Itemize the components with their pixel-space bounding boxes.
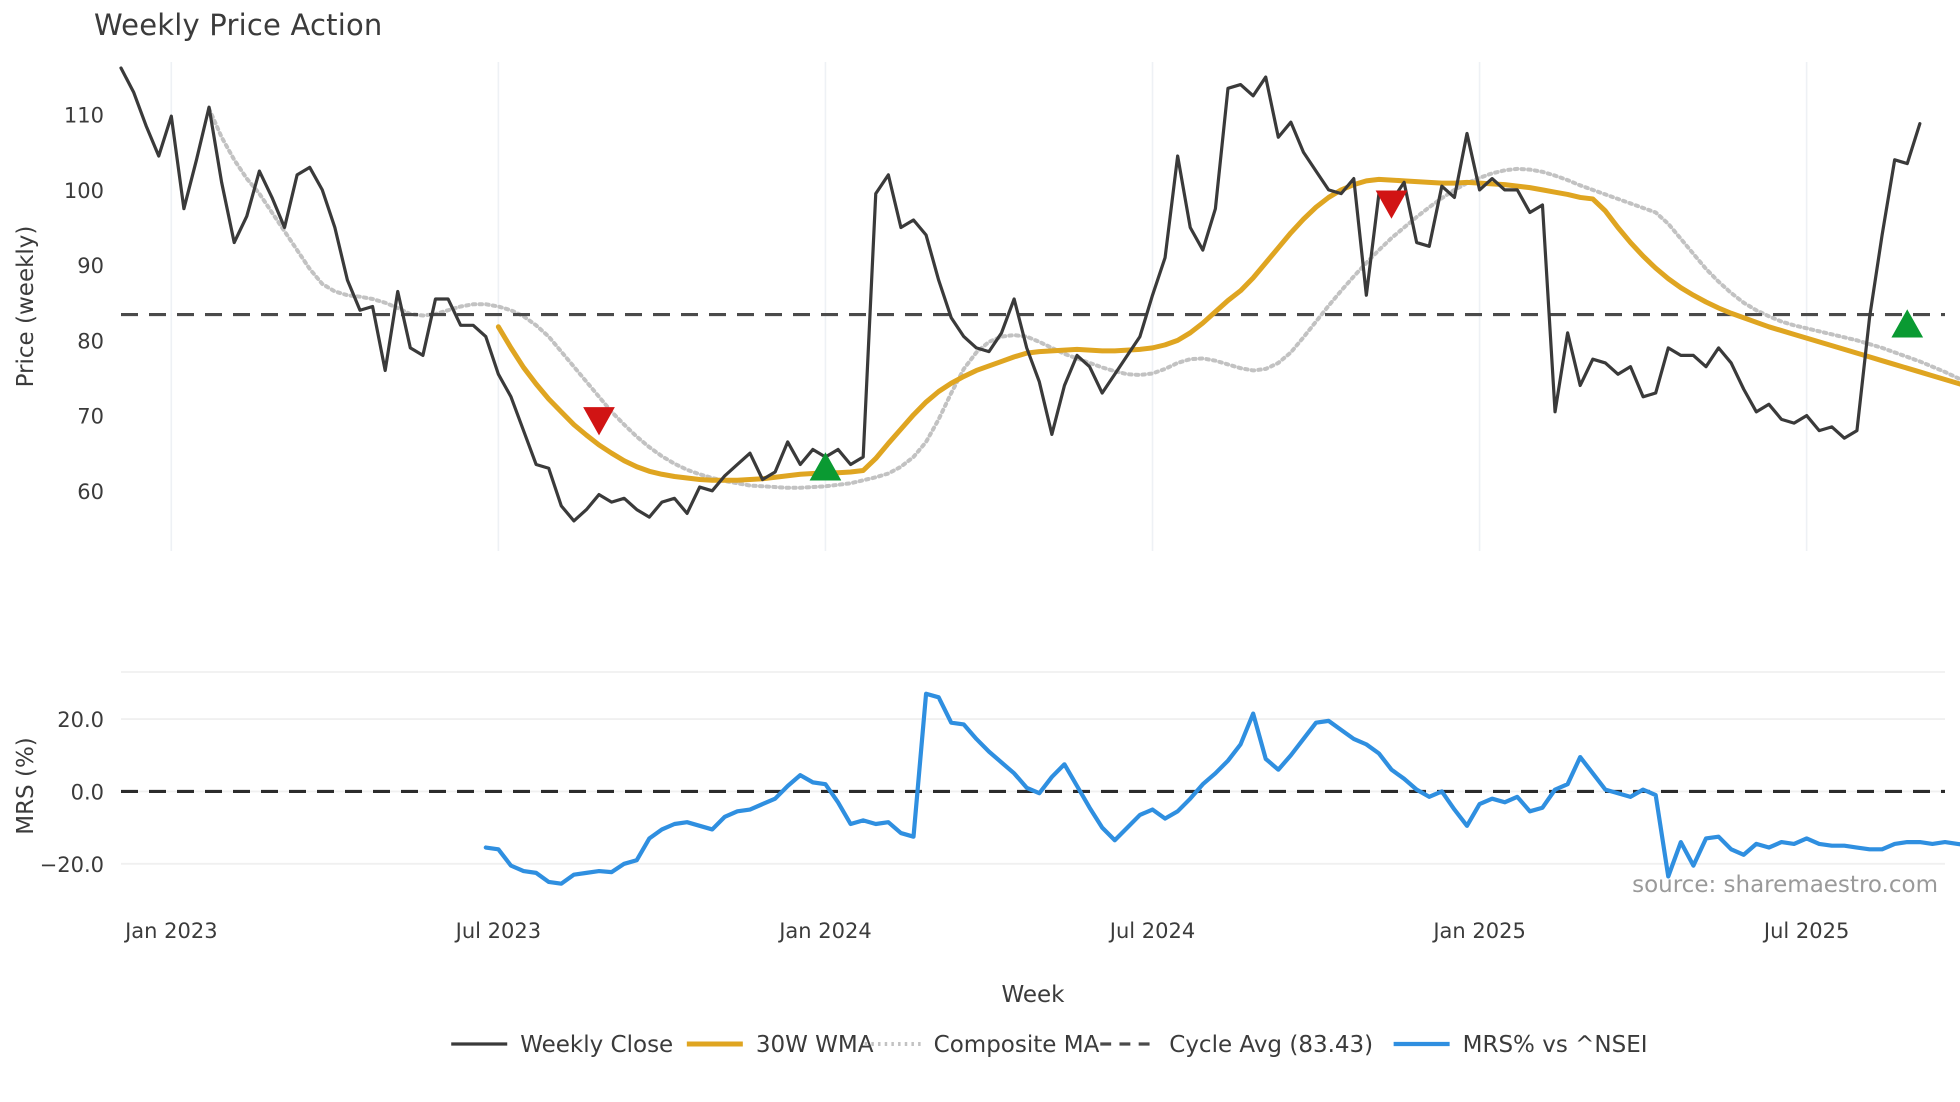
mrs-y-tick-2: 20.0	[57, 708, 104, 732]
x-tick-1: Jul 2023	[454, 919, 541, 943]
legend-label-2: Composite MA	[934, 1032, 1100, 1058]
price-y-tick-0: 60	[77, 480, 104, 504]
price-y-tick-3: 90	[77, 254, 104, 278]
x-tick-4: Jan 2025	[1431, 919, 1526, 943]
mrs-axis-label: MRS (%)	[13, 737, 39, 835]
legend-item-2[interactable]: Composite MA	[864, 1032, 1100, 1058]
series-mrs-percent	[483, 691, 1960, 886]
legend-label-0: Weekly Close	[520, 1032, 673, 1058]
price-y-tick-2: 80	[77, 329, 104, 353]
series-30w-wma	[495, 176, 1960, 483]
legend-label-3: Cycle Avg (83.43)	[1169, 1032, 1373, 1058]
source-watermark: source: sharemaestro.com	[1632, 872, 1938, 898]
legend-item-1[interactable]: 30W WMA	[686, 1032, 874, 1058]
sell-signal-marker-0	[583, 407, 615, 436]
page-title: Weekly Price Action	[94, 8, 383, 42]
x-axis-label: Week	[1001, 982, 1065, 1008]
legend-item-3[interactable]: Cycle Avg (83.43)	[1100, 1032, 1373, 1058]
x-tick-3: Jul 2024	[1108, 919, 1195, 943]
x-tick-5: Jul 2025	[1762, 919, 1849, 943]
price-y-tick-1: 70	[77, 405, 104, 429]
series-weekly-close	[119, 66, 1922, 523]
x-tick-2: Jan 2024	[777, 919, 872, 943]
buy-signal-marker-3	[1891, 309, 1924, 338]
legend-item-0[interactable]: Weekly Close	[451, 1032, 673, 1058]
mrs-y-tick-1: 0.0	[71, 780, 104, 804]
price-y-tick-4: 100	[64, 179, 104, 203]
buy-signal-marker-1	[809, 452, 842, 481]
mrs-y-tick-0: −20.0	[40, 853, 104, 877]
series-composite-ma	[207, 106, 1960, 490]
price-axis-label: Price (weekly)	[13, 226, 39, 388]
price-y-tick-5: 110	[64, 104, 104, 128]
legend-label-1: 30W WMA	[756, 1032, 874, 1058]
legend-item-4[interactable]: MRS% vs ^NSEI	[1393, 1032, 1648, 1058]
x-tick-0: Jan 2023	[123, 919, 218, 943]
legend-label-4: MRS% vs ^NSEI	[1463, 1032, 1648, 1058]
sell-signal-marker-2	[1375, 190, 1408, 219]
